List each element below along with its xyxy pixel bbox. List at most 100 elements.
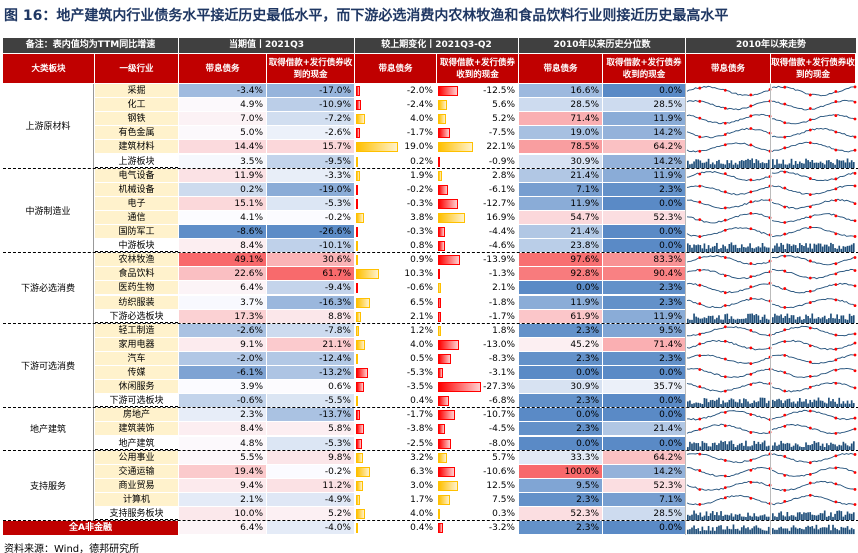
trend-marker bbox=[749, 328, 753, 332]
trend-bar bbox=[786, 399, 789, 408]
trend-bar bbox=[834, 527, 836, 535]
trend-bar bbox=[711, 442, 714, 450]
change-bar bbox=[438, 283, 442, 294]
trend-bar bbox=[757, 441, 760, 450]
trend-bar bbox=[807, 512, 809, 521]
trend-marker bbox=[723, 496, 727, 500]
change-value: -6.8% bbox=[488, 396, 515, 407]
change-value: -1.7% bbox=[406, 410, 433, 421]
trend-bar bbox=[784, 443, 787, 450]
trend-bar bbox=[832, 317, 834, 323]
trend-bar bbox=[805, 243, 807, 253]
trend-bar bbox=[813, 243, 816, 253]
trend-marker bbox=[808, 176, 812, 180]
trend-bar bbox=[726, 313, 729, 323]
trend-bar bbox=[705, 530, 708, 535]
trend-bar bbox=[691, 514, 693, 521]
current-cash: -12.4% bbox=[267, 351, 354, 365]
change-value: -8.3% bbox=[488, 353, 515, 364]
trend-bar bbox=[786, 313, 789, 323]
trend-bar bbox=[734, 514, 737, 521]
trend-bar bbox=[691, 404, 693, 408]
trend-bar bbox=[790, 402, 793, 408]
change-value: 0.8% bbox=[410, 241, 433, 252]
trend-bar bbox=[687, 446, 689, 450]
industry-label: 农林牧渔 bbox=[95, 253, 178, 267]
change-cash: -7.5% bbox=[437, 126, 518, 139]
trend-bar bbox=[745, 159, 747, 168]
trend-bar bbox=[840, 248, 843, 253]
trend-marker bbox=[808, 107, 812, 110]
trend-marker bbox=[783, 254, 787, 258]
change-debt: -5.3% bbox=[355, 366, 436, 379]
trend-bar bbox=[720, 404, 722, 408]
current-debt: 19.4% bbox=[179, 464, 266, 478]
trend-bar bbox=[809, 400, 812, 408]
trend-bar bbox=[807, 247, 809, 253]
change-bar bbox=[438, 212, 465, 223]
trend-bar bbox=[782, 317, 785, 323]
trend-bar bbox=[734, 401, 737, 408]
change-debt: 2.1% bbox=[355, 310, 436, 323]
trend-bar bbox=[809, 526, 812, 535]
trend-bar bbox=[819, 527, 822, 535]
trend-cash-sparkline bbox=[771, 225, 857, 238]
change-value: 3.0% bbox=[410, 480, 433, 491]
trend-bar bbox=[745, 516, 747, 521]
trend-bar bbox=[689, 319, 691, 323]
trend-bar bbox=[844, 246, 847, 253]
trend-bar bbox=[728, 318, 731, 323]
trend-bar bbox=[834, 164, 836, 168]
header-change: 较上期变化丨2021Q3-Q2 bbox=[355, 38, 518, 53]
trend-bar bbox=[850, 315, 853, 323]
trend-bar bbox=[736, 402, 739, 408]
trend-marker bbox=[808, 192, 812, 196]
trend-marker bbox=[749, 200, 753, 204]
trend-bar bbox=[792, 314, 795, 323]
trend-bar bbox=[848, 313, 851, 323]
trend-bar bbox=[697, 528, 700, 535]
change-bar bbox=[356, 128, 360, 139]
trend-bar bbox=[821, 246, 824, 253]
trend-bar bbox=[730, 529, 733, 535]
trend-bar bbox=[718, 249, 720, 253]
trend-marker bbox=[783, 136, 787, 139]
trend-bar bbox=[759, 162, 762, 168]
trend-bar bbox=[707, 516, 710, 521]
trend-marker bbox=[723, 274, 727, 278]
trend-marker bbox=[723, 375, 727, 379]
industry-label: 下游可选板块 bbox=[95, 394, 178, 408]
trend-marker bbox=[834, 347, 838, 351]
trend-bar bbox=[805, 314, 807, 323]
current-debt: 6.4% bbox=[179, 521, 266, 535]
trend-marker bbox=[834, 381, 838, 385]
trend-bar bbox=[755, 525, 758, 535]
trend-bar bbox=[780, 526, 782, 535]
current-cash: -0.2% bbox=[267, 464, 354, 478]
trend-bar bbox=[828, 246, 830, 253]
trend-bar bbox=[842, 401, 845, 408]
trend-bar bbox=[765, 445, 768, 450]
trend-bar bbox=[720, 440, 722, 450]
trend-bar bbox=[786, 528, 789, 535]
change-bar bbox=[356, 86, 361, 96]
trend-bar bbox=[772, 513, 774, 521]
pct-cash: 11.9% bbox=[603, 112, 685, 126]
trend-debt-sparkline bbox=[686, 452, 772, 463]
trend-bar bbox=[709, 315, 712, 323]
trend-bar bbox=[732, 443, 735, 450]
trend-bar bbox=[745, 440, 747, 450]
trend-bar bbox=[828, 515, 830, 521]
trend-bar bbox=[709, 400, 712, 408]
trend-bar bbox=[778, 444, 780, 450]
trend-bar bbox=[693, 441, 695, 450]
pct-debt: 0.0% bbox=[519, 366, 602, 380]
trend-bar bbox=[749, 313, 751, 323]
trend-marker bbox=[749, 346, 753, 350]
trend-bar bbox=[722, 515, 724, 521]
trend-bar bbox=[699, 446, 702, 450]
trend-line bbox=[686, 466, 771, 477]
trend-marker bbox=[834, 432, 838, 436]
trend-bar bbox=[699, 512, 702, 521]
trend-bar bbox=[817, 441, 820, 450]
